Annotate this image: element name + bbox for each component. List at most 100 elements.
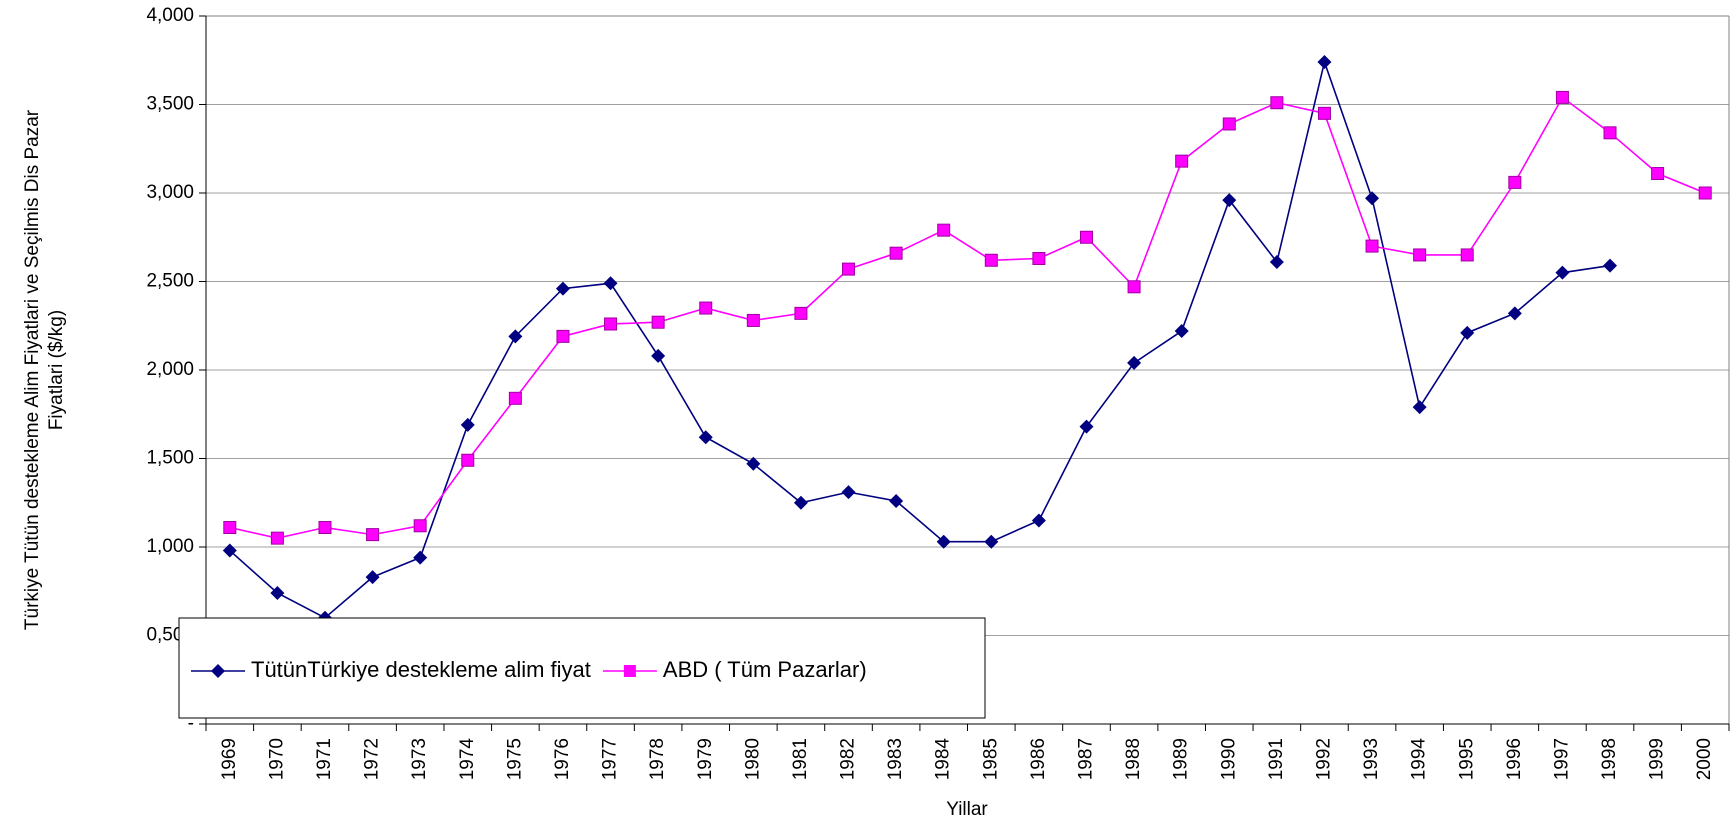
- x-tick-label: 1972: [362, 738, 383, 780]
- marker: [937, 223, 951, 237]
- marker: [698, 430, 713, 445]
- y-tick-label: 2,000: [146, 359, 194, 380]
- marker: [651, 315, 665, 329]
- legend-box: [178, 617, 986, 719]
- marker: [270, 586, 285, 601]
- x-tick-label: 1997: [1551, 738, 1572, 780]
- x-tick-label: 1984: [933, 738, 954, 781]
- marker: [841, 485, 856, 500]
- x-tick-label: 1992: [1313, 738, 1334, 780]
- legend-label: ABD ( Tüm Pazarlar): [663, 657, 867, 682]
- marker: [460, 417, 475, 432]
- y-tick-label: 1,500: [146, 448, 194, 469]
- y-tick-label: -: [188, 713, 194, 734]
- x-tick-label: 1977: [600, 738, 621, 780]
- marker: [413, 550, 428, 565]
- marker: [1365, 191, 1380, 206]
- y-tick-label: 4,000: [146, 5, 194, 26]
- marker: [842, 262, 856, 276]
- y-tick-label: 2,500: [146, 271, 194, 292]
- marker: [984, 534, 999, 549]
- marker: [1317, 106, 1331, 120]
- marker: [1603, 126, 1617, 140]
- marker: [1127, 355, 1142, 370]
- x-tick-label: 2000: [1694, 738, 1715, 780]
- x-tick-label: 1983: [885, 738, 906, 780]
- marker: [1175, 154, 1189, 168]
- marker: [222, 543, 237, 558]
- x-tick-label: 1974: [457, 738, 478, 781]
- marker: [461, 453, 475, 467]
- marker: [1555, 90, 1569, 104]
- marker: [413, 519, 427, 533]
- marker: [794, 306, 808, 320]
- legend-label: TütünTürkiye destekleme alim fiyat: [251, 657, 591, 682]
- marker: [1032, 251, 1046, 265]
- marker: [1317, 55, 1332, 70]
- marker: [651, 348, 666, 363]
- legend-marker: [623, 665, 636, 677]
- marker: [1222, 193, 1237, 208]
- series-line: [229, 59, 1611, 619]
- series-line: [229, 96, 1706, 539]
- marker: [508, 329, 523, 344]
- marker: [1413, 248, 1427, 262]
- legend-marker: [211, 664, 225, 678]
- x-tick-label: 1996: [1504, 738, 1525, 780]
- marker: [223, 521, 237, 535]
- marker: [746, 313, 760, 327]
- marker: [365, 570, 380, 585]
- x-tick-label: 1987: [1076, 738, 1097, 780]
- marker: [1365, 239, 1379, 253]
- x-tick-label: 1979: [695, 738, 716, 780]
- marker: [1174, 324, 1189, 339]
- marker: [1031, 513, 1046, 528]
- marker: [699, 301, 713, 315]
- marker: [1460, 325, 1475, 340]
- marker: [746, 456, 761, 471]
- marker: [1460, 248, 1474, 262]
- marker: [1079, 419, 1094, 434]
- y-tick-label: 3,000: [146, 182, 194, 203]
- y-tick-label: 3,500: [146, 94, 194, 115]
- marker: [555, 281, 570, 296]
- marker: [1222, 117, 1236, 131]
- marker: [1651, 167, 1665, 181]
- marker: [508, 391, 522, 405]
- marker: [1269, 255, 1284, 270]
- marker: [1555, 265, 1570, 280]
- x-tick-label: 1988: [1123, 738, 1144, 780]
- x-tick-label: 1982: [838, 738, 859, 780]
- x-tick-label: 1986: [1028, 738, 1049, 780]
- marker: [556, 329, 570, 343]
- x-tick-label: 1970: [266, 738, 287, 780]
- x-tick-label: 1975: [504, 738, 525, 780]
- x-tick-label: 1971: [314, 738, 335, 780]
- marker: [366, 528, 380, 542]
- marker: [603, 276, 618, 291]
- x-tick-label: 1985: [980, 738, 1001, 780]
- x-tick-label: 1980: [742, 738, 763, 780]
- marker: [1603, 258, 1618, 273]
- marker: [793, 495, 808, 510]
- marker: [604, 317, 618, 331]
- marker: [1508, 175, 1522, 189]
- x-tick-label: 1976: [552, 738, 573, 780]
- x-tick-label: 1989: [1171, 738, 1192, 780]
- x-tick-label: 1998: [1599, 738, 1620, 780]
- x-tick-label: 1978: [647, 738, 668, 780]
- marker: [1412, 400, 1427, 415]
- marker: [1698, 186, 1712, 200]
- x-axis-title: Yillar: [946, 799, 988, 820]
- y-tick-label: 1,000: [146, 536, 194, 557]
- marker: [318, 521, 332, 535]
- marker: [1127, 280, 1141, 294]
- marker: [984, 253, 998, 267]
- x-tick-label: 1995: [1456, 738, 1477, 780]
- marker: [889, 493, 904, 508]
- marker: [1079, 230, 1093, 244]
- x-tick-label: 1981: [790, 738, 811, 780]
- x-tick-label: 1991: [1266, 738, 1287, 780]
- marker: [270, 531, 284, 545]
